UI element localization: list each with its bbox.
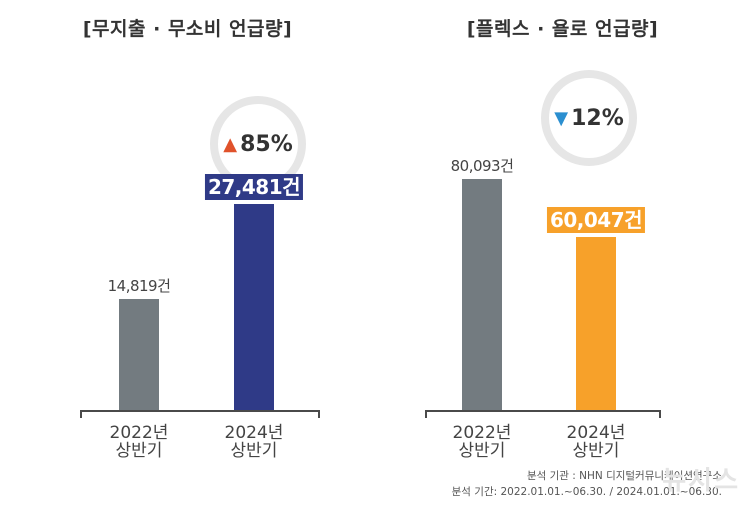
- category-label-2022: 2022년 상반기: [109, 423, 169, 461]
- value-label-2024: 27,481건: [204, 173, 304, 200]
- chart-panel-right: [플렉스 · 욜로 언급량] ▼ 12% 80,093건 60,047건 202…: [375, 0, 750, 508]
- source-period: 분석 기간: 2022.01.01.~06.30. / 2024.01.01.~…: [451, 486, 722, 498]
- change-circle: ▼ 12%: [541, 70, 637, 166]
- bar-2024: [234, 203, 274, 410]
- axis-tick: [318, 410, 320, 418]
- value-label-2022: 80,093건: [450, 156, 514, 175]
- value-label-2022: 14,819건: [107, 276, 171, 295]
- category-label-2024: 2024년 상반기: [566, 423, 626, 461]
- bar-2024: [576, 236, 616, 410]
- bar-2022: [462, 178, 502, 410]
- source-agency: 분석 기관 : NHN 디지털커뮤니케이션연구소: [526, 470, 722, 482]
- triangle-down-icon: ▼: [554, 107, 569, 129]
- chart-title: [플렉스 · 욜로 언급량]: [466, 18, 659, 40]
- x-axis: [425, 410, 661, 412]
- axis-tick: [659, 410, 661, 418]
- axis-tick: [80, 410, 82, 418]
- bar-2022: [119, 298, 159, 410]
- x-axis: [80, 410, 320, 412]
- triangle-up-icon: ▲: [223, 133, 238, 155]
- category-label-2022: 2022년 상반기: [452, 423, 512, 461]
- change-percent: 12%: [571, 105, 624, 131]
- chart-title: [무지출 · 무소비 언급량]: [82, 18, 293, 40]
- watermark-logo: 뉴시스: [662, 466, 740, 496]
- value-label-2024: 60,047건: [546, 206, 646, 233]
- change-percent: 85%: [240, 131, 293, 157]
- category-label-2024: 2024년 상반기: [224, 423, 284, 461]
- axis-tick: [425, 410, 427, 418]
- chart-panel-left: [무지출 · 무소비 언급량] ▲ 85% 14,819건 27,481건 20…: [80, 18, 320, 461]
